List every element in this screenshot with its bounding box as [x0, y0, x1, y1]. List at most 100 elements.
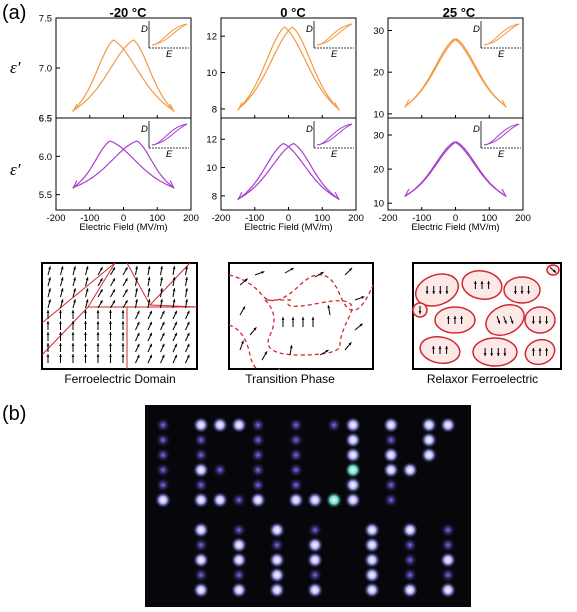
arrow-head [84, 310, 87, 313]
temp-title-1: -20 °C [109, 5, 147, 20]
arrow-head [160, 277, 163, 281]
arrow-head [59, 321, 62, 324]
arrow-head [84, 343, 87, 346]
arrow-head [291, 317, 295, 320]
domain-wall [41, 262, 116, 324]
arrow-head [96, 354, 100, 357]
led-dot [307, 537, 323, 553]
led-dot [193, 417, 209, 433]
arrow-head [514, 291, 517, 294]
x-tick-label: 200 [348, 213, 364, 224]
led-dot [194, 448, 208, 462]
dashed-boundary [228, 324, 281, 370]
arrow-head [85, 266, 89, 270]
arrow-head [311, 317, 315, 320]
arrow-head [109, 354, 112, 357]
arrow-head [241, 340, 244, 344]
arrow-head [46, 354, 50, 357]
led-dot [270, 538, 284, 552]
inset-label-e: E [498, 49, 505, 60]
y-tick-label: 6.0 [39, 152, 52, 163]
led-dot [440, 552, 456, 568]
arrow-head [109, 310, 112, 313]
led-dot [402, 462, 418, 478]
y-tick-label: 30 [373, 26, 384, 37]
y-tick-label: 20 [373, 68, 384, 79]
led-dot [194, 433, 208, 447]
arrow-head [242, 306, 245, 310]
arrow-head [460, 316, 463, 319]
inset-curve-down [483, 23, 520, 46]
arrow-head [480, 281, 484, 284]
arrow-head [71, 321, 75, 324]
inset-label-d: D [306, 124, 313, 135]
led-dot [345, 432, 361, 448]
inset-de-loop: DE [473, 121, 521, 160]
led-dot [194, 478, 208, 492]
arrow-head [532, 321, 535, 324]
arrow-head [59, 343, 62, 346]
led-dot [308, 568, 322, 582]
arrow-head [281, 317, 285, 320]
arrow-head [161, 343, 165, 348]
led-dot [193, 522, 209, 538]
x-tick-label: -100 [412, 213, 431, 224]
arrow-head [135, 266, 138, 270]
arrow-head [59, 310, 62, 313]
arrow-head [99, 289, 103, 293]
caption-ferroelectric-domain: Ferroelectric Domain [64, 372, 176, 386]
arrow-head [147, 266, 151, 270]
y-tick-label: 20 [373, 165, 384, 176]
arrow-head [490, 353, 494, 356]
arrow-head [136, 354, 140, 359]
arrow-head [59, 332, 62, 335]
led-dot [269, 567, 285, 583]
arrow-head [545, 321, 548, 324]
x-tick-label: -200 [378, 213, 397, 224]
schematic-transition-phase [228, 262, 374, 370]
schematic-frame [41, 262, 198, 370]
arrow-head [46, 343, 50, 346]
arrow-head [244, 278, 248, 282]
arrow-head [60, 266, 64, 270]
led-dot [326, 492, 342, 508]
led-dot [441, 538, 455, 552]
arrow-head [432, 291, 436, 294]
arrow-head [545, 348, 548, 351]
inset-label-d: D [306, 24, 313, 35]
y-tick-label: 6.5 [39, 114, 52, 125]
arrow-head [60, 288, 64, 292]
arrow-head [186, 354, 190, 359]
arrow-head [73, 266, 76, 270]
chart-5: 8 10 12 -200 -100 0 100 200 Electric Field (MV/m… [206, 117, 364, 233]
arrow-head [85, 277, 89, 281]
arrow-head [84, 321, 87, 324]
arrow-head [48, 288, 51, 292]
arrow-head [327, 305, 331, 309]
led-dot [289, 478, 303, 492]
arrow-head [361, 296, 365, 299]
arrow-head [96, 310, 100, 313]
loop-end-right [334, 191, 340, 201]
series-branch-1 [404, 38, 507, 108]
arrow-head [301, 317, 305, 320]
arrow-head [474, 281, 477, 284]
polar-nanoregion [472, 337, 518, 367]
led-dot [289, 463, 303, 477]
led-dot [421, 447, 437, 463]
y-tick-label: 30 [373, 131, 384, 142]
arrow-head [149, 343, 152, 348]
arrow-head [538, 321, 542, 324]
arrow-head [84, 354, 87, 357]
series-branch-2 [237, 26, 340, 110]
chart-6: 10 20 30 -200 -100 0 100 200 Electric Field (MV/… [373, 117, 531, 233]
arrow-head [172, 299, 176, 303]
led-dot [193, 552, 209, 568]
led-dot [288, 492, 304, 508]
loop-end-left [237, 191, 243, 201]
arrow-head [59, 354, 62, 357]
inset-curve-down [483, 123, 520, 146]
arrow-head [174, 343, 177, 348]
